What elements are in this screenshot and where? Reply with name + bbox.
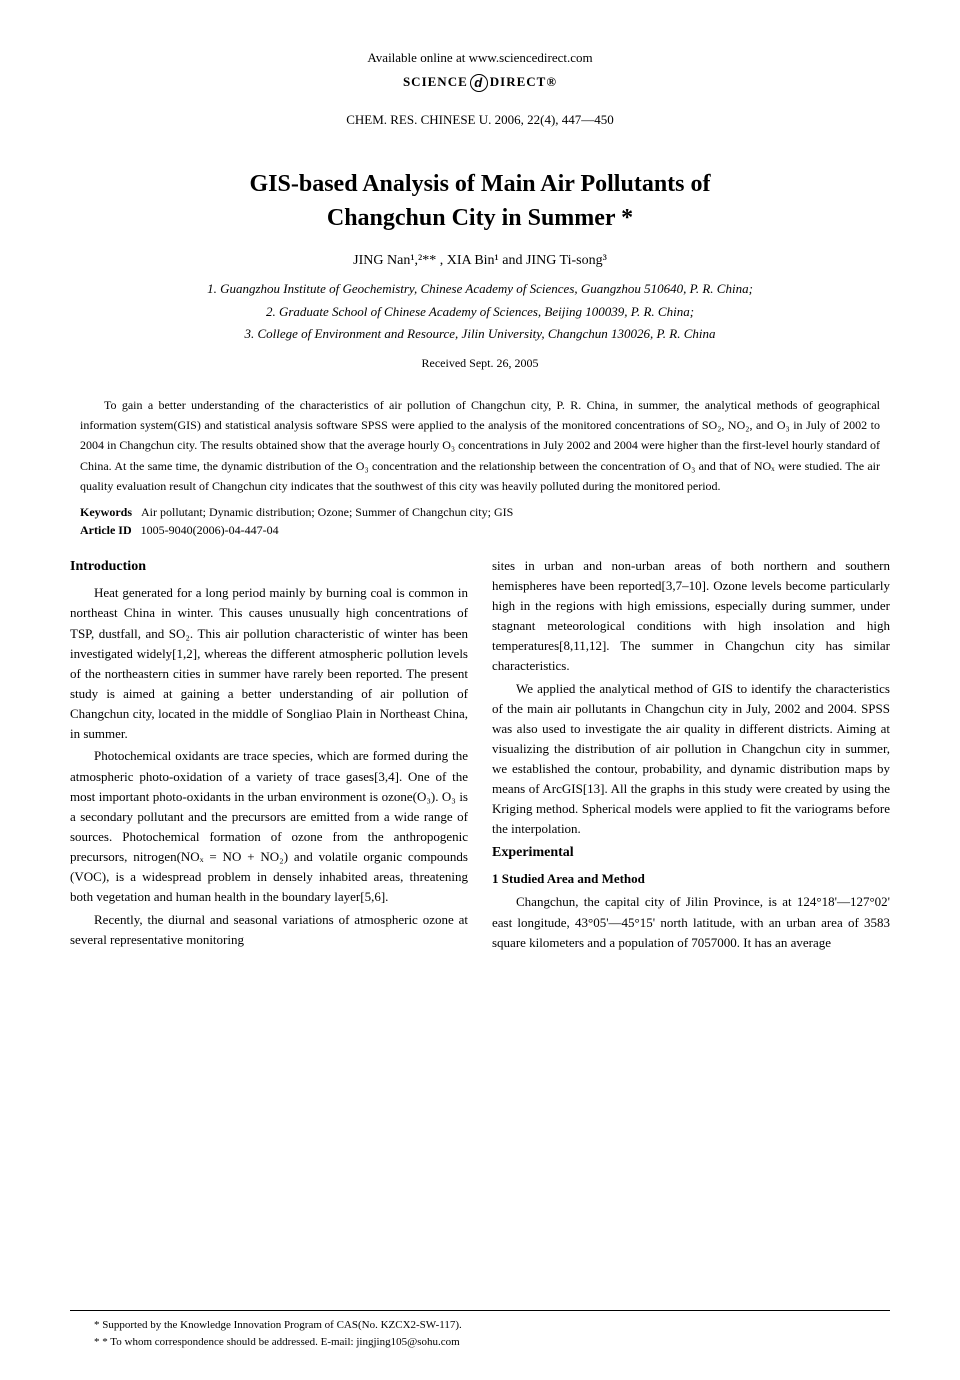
intro-para-1: Heat generated for a long period mainly … (70, 583, 468, 744)
experimental-heading: Experimental (492, 842, 890, 864)
affiliation-1: 1. Guangzhou Institute of Geochemistry, … (70, 279, 890, 299)
studied-area-sub-heading: 1 Studied Area and Method (492, 869, 890, 889)
logo-at-icon: d (470, 74, 488, 92)
footnote-2: * * To whom correspondence should be add… (70, 1334, 890, 1351)
title-line-1: GIS-based Analysis of Main Air Pollutant… (250, 171, 711, 197)
left-column: Introduction Heat generated for a long p… (70, 556, 468, 955)
keywords-label: Keywords (80, 505, 132, 519)
right-para-2: We applied the analytical method of GIS … (492, 679, 890, 840)
right-para-3: Changchun, the capital city of Jilin Pro… (492, 892, 890, 952)
keywords-text: Air pollutant; Dynamic distribution; Ozo… (141, 505, 513, 519)
footnote-1: * Supported by the Knowledge Innovation … (70, 1317, 890, 1334)
intro-para-2: Photochemical oxidants are trace species… (70, 746, 468, 907)
authors-line: JING Nan¹,²** , XIA Bin¹ and JING Ti-son… (70, 253, 890, 269)
keywords-line: Keywords Air pollutant; Dynamic distribu… (70, 505, 890, 520)
affiliation-2: 2. Graduate School of Chinese Academy of… (70, 302, 890, 322)
journal-citation: CHEM. RES. CHINESE U. 2006, 22(4), 447—4… (70, 112, 890, 128)
article-id-label: Article ID (80, 523, 132, 537)
body-columns: Introduction Heat generated for a long p… (70, 556, 890, 955)
right-para-1: sites in urban and non-urban areas of bo… (492, 556, 890, 677)
received-date: Received Sept. 26, 2005 (70, 356, 890, 371)
article-id-line: Article ID 1005-9040(2006)-04-447-04 (70, 523, 890, 538)
logo-left-text: SCIENCE (403, 74, 468, 89)
footnotes-block: * Supported by the Knowledge Innovation … (70, 1310, 890, 1350)
science-direct-logo: SCIENCEdDIRECT® (70, 74, 890, 92)
logo-right-text: DIRECT® (490, 74, 557, 89)
available-online-line: Available online at www.sciencedirect.co… (70, 50, 890, 66)
article-id-text: 1005-9040(2006)-04-447-04 (141, 523, 279, 537)
article-title: GIS-based Analysis of Main Air Pollutant… (70, 168, 890, 235)
title-line-2: Changchun City in Summer * (327, 205, 633, 231)
affiliation-3: 3. College of Environment and Resource, … (70, 324, 890, 344)
abstract-text: To gain a better understanding of the ch… (70, 395, 890, 497)
introduction-heading: Introduction (70, 556, 468, 578)
right-column: sites in urban and non-urban areas of bo… (492, 556, 890, 955)
intro-para-3: Recently, the diurnal and seasonal varia… (70, 910, 468, 950)
